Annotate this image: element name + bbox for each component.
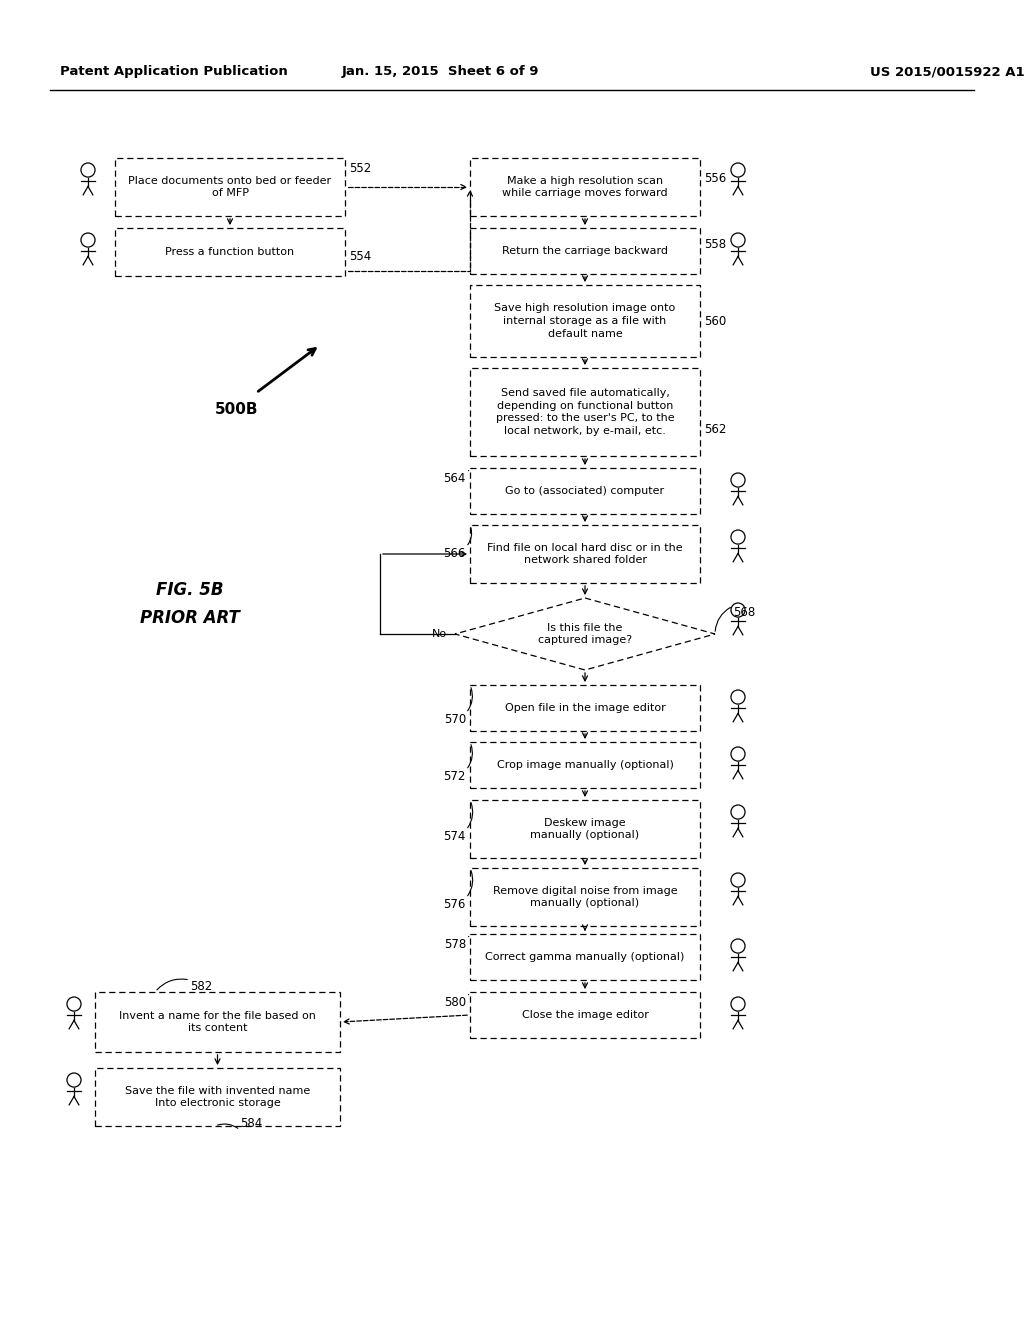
FancyBboxPatch shape bbox=[470, 742, 700, 788]
Text: Correct gamma manually (optional): Correct gamma manually (optional) bbox=[485, 952, 685, 962]
Text: Jan. 15, 2015  Sheet 6 of 9: Jan. 15, 2015 Sheet 6 of 9 bbox=[341, 66, 539, 78]
FancyBboxPatch shape bbox=[470, 935, 700, 979]
Text: 558: 558 bbox=[705, 238, 726, 251]
Text: Close the image editor: Close the image editor bbox=[521, 1010, 648, 1020]
Text: 574: 574 bbox=[443, 830, 466, 843]
FancyBboxPatch shape bbox=[115, 228, 345, 276]
Text: 560: 560 bbox=[705, 315, 726, 327]
FancyBboxPatch shape bbox=[470, 525, 700, 583]
Text: 566: 566 bbox=[443, 546, 466, 560]
Text: Place documents onto bed or feeder
of MFP: Place documents onto bed or feeder of MF… bbox=[128, 176, 332, 198]
Text: Open file in the image editor: Open file in the image editor bbox=[505, 704, 666, 713]
Text: Save the file with invented name
Into electronic storage: Save the file with invented name Into el… bbox=[125, 1085, 310, 1109]
Text: Find file on local hard disc or in the
network shared folder: Find file on local hard disc or in the n… bbox=[487, 543, 683, 565]
Text: 570: 570 bbox=[443, 713, 466, 726]
FancyBboxPatch shape bbox=[470, 285, 700, 356]
Text: 580: 580 bbox=[443, 997, 466, 1008]
Text: US 2015/0015922 A1: US 2015/0015922 A1 bbox=[870, 66, 1024, 78]
Text: 568: 568 bbox=[733, 606, 756, 619]
Text: 582: 582 bbox=[190, 979, 212, 993]
Text: 562: 562 bbox=[705, 422, 726, 436]
Text: Make a high resolution scan
while carriage moves forward: Make a high resolution scan while carria… bbox=[502, 176, 668, 198]
Text: 572: 572 bbox=[443, 770, 466, 783]
Text: Is this file the
captured image?: Is this file the captured image? bbox=[538, 623, 632, 645]
FancyBboxPatch shape bbox=[470, 469, 700, 513]
Text: 564: 564 bbox=[443, 473, 466, 484]
Text: Return the carriage backward: Return the carriage backward bbox=[502, 246, 668, 256]
Text: Save high resolution image onto
internal storage as a file with
default name: Save high resolution image onto internal… bbox=[495, 304, 676, 339]
Text: Press a function button: Press a function button bbox=[166, 247, 295, 257]
Text: No: No bbox=[432, 630, 447, 639]
Text: PRIOR ART: PRIOR ART bbox=[140, 609, 240, 627]
Text: Remove digital noise from image
manually (optional): Remove digital noise from image manually… bbox=[493, 886, 677, 908]
FancyBboxPatch shape bbox=[470, 869, 700, 927]
Text: 578: 578 bbox=[443, 939, 466, 950]
Text: Go to (associated) computer: Go to (associated) computer bbox=[506, 486, 665, 496]
FancyBboxPatch shape bbox=[470, 800, 700, 858]
Text: 556: 556 bbox=[705, 172, 726, 185]
Text: Send saved file automatically,
depending on functional button
pressed: to the us: Send saved file automatically, depending… bbox=[496, 388, 675, 436]
Text: 576: 576 bbox=[443, 898, 466, 911]
FancyBboxPatch shape bbox=[470, 993, 700, 1038]
FancyBboxPatch shape bbox=[470, 158, 700, 216]
Polygon shape bbox=[455, 598, 715, 671]
FancyBboxPatch shape bbox=[95, 993, 340, 1052]
Text: FIG. 5B: FIG. 5B bbox=[157, 581, 224, 599]
Text: 554: 554 bbox=[349, 249, 372, 263]
FancyBboxPatch shape bbox=[470, 368, 700, 455]
FancyBboxPatch shape bbox=[115, 158, 345, 216]
FancyBboxPatch shape bbox=[470, 228, 700, 275]
Text: 552: 552 bbox=[349, 162, 372, 176]
Text: Invent a name for the file based on
its content: Invent a name for the file based on its … bbox=[119, 1011, 316, 1034]
Text: Patent Application Publication: Patent Application Publication bbox=[60, 66, 288, 78]
Text: Crop image manually (optional): Crop image manually (optional) bbox=[497, 760, 674, 770]
FancyBboxPatch shape bbox=[470, 685, 700, 731]
FancyBboxPatch shape bbox=[95, 1068, 340, 1126]
Text: 500B: 500B bbox=[215, 403, 258, 417]
Text: 584: 584 bbox=[240, 1117, 262, 1130]
Text: Deskew image
manually (optional): Deskew image manually (optional) bbox=[530, 817, 640, 841]
